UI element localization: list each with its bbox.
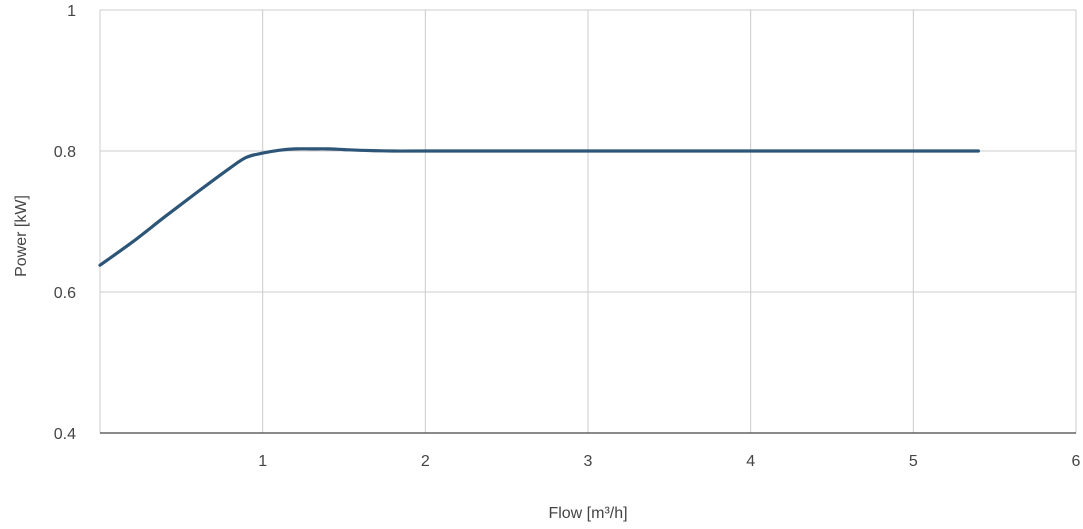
series-layer <box>98 147 980 267</box>
y-tick-label: 0.4 <box>54 426 76 443</box>
x-tick-label: 6 <box>1072 453 1081 470</box>
grid-lines <box>100 9 1077 433</box>
x-tick-label: 2 <box>421 453 430 470</box>
x-axis-title: Flow [m³/h] <box>548 505 627 522</box>
y-tick-label: 0.6 <box>54 285 76 302</box>
y-tick-label: 1 <box>67 3 76 20</box>
x-tick-label: 4 <box>746 453 755 470</box>
y-axis-title: Power [kW] <box>13 195 30 277</box>
tick-labels: 1 2 3 4 5 6 0.4 0.6 0.8 1 <box>54 3 1081 470</box>
axes <box>99 10 1076 434</box>
x-tick-label: 5 <box>909 453 918 470</box>
x-tick-label: 1 <box>258 453 267 470</box>
x-tick-label: 3 <box>584 453 593 470</box>
y-tick-label: 0.8 <box>54 144 76 161</box>
series-line <box>98 147 980 267</box>
